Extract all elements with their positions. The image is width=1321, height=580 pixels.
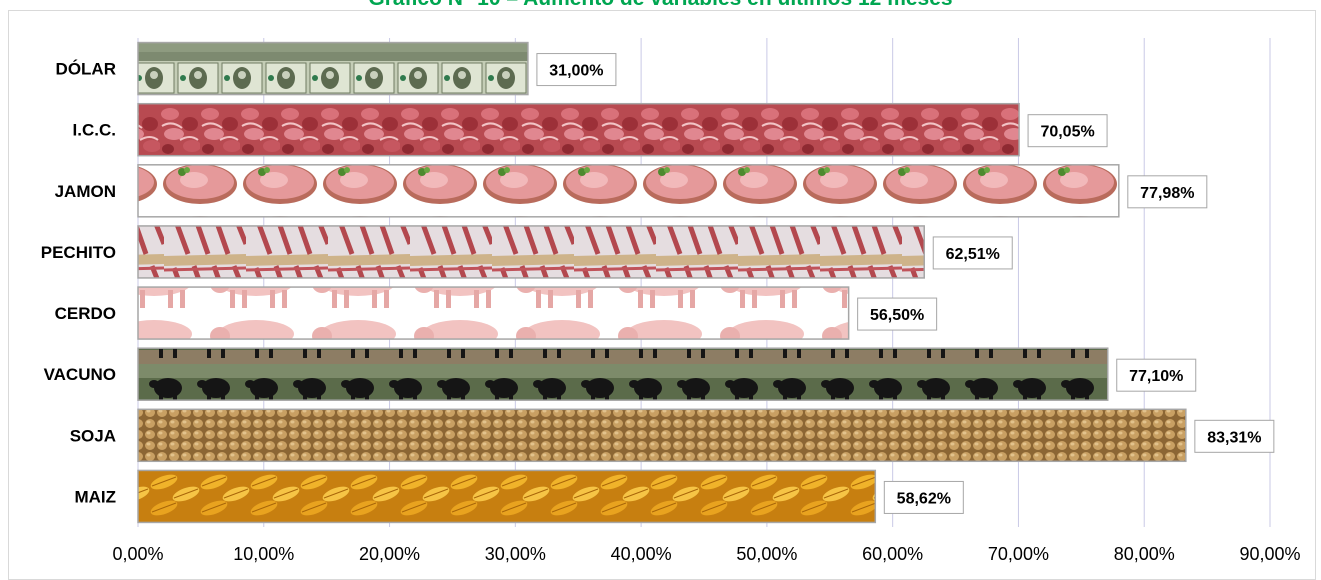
data-label: 62,51% [946, 246, 1000, 263]
bar [137, 286, 850, 340]
data-label: 83,31% [1207, 429, 1261, 446]
data-label: 77,98% [1140, 185, 1194, 202]
data-label-box [1194, 419, 1275, 453]
x-tick-label: 10,00% [233, 544, 294, 564]
category-label: SOJA [70, 426, 116, 445]
category-label: JAMON [55, 182, 116, 201]
bar [137, 408, 1187, 463]
data-label: 77,10% [1129, 368, 1183, 385]
data-label: 56,50% [870, 307, 924, 324]
bar [137, 41, 529, 96]
data-label: 31,00% [549, 63, 603, 80]
x-tick-label: 20,00% [359, 544, 420, 564]
chart-title: Gráfico N° 10 – Aumento de variables en … [0, 0, 1321, 11]
bar [137, 164, 1120, 218]
labels: 0,00% 10,00% 20,00% 30,00% 40,00% 50,00% 60,00… [41, 53, 1301, 564]
x-tick-label: 80,00% [1114, 544, 1175, 564]
x-tick-label: 50,00% [736, 544, 797, 564]
category-label: VACUNO [44, 365, 116, 384]
category-label: DÓLAR [56, 60, 116, 79]
category-label: PECHITO [41, 243, 116, 262]
data-label-box [1116, 358, 1197, 392]
data-label-box [536, 53, 617, 87]
data-label-box [932, 236, 1013, 270]
data-label: 70,05% [1040, 124, 1094, 141]
bar [137, 469, 877, 524]
data-label-box [1127, 175, 1208, 209]
x-tick-label: 70,00% [988, 544, 1049, 564]
bar [137, 102, 1020, 157]
data-label-box [857, 297, 938, 331]
category-label: I.C.C. [73, 121, 116, 140]
data-label: 58,62% [897, 490, 951, 507]
category-label: MAIZ [74, 487, 116, 506]
data-label-box [883, 480, 964, 514]
bars [137, 41, 1187, 524]
x-tick-label: 40,00% [611, 544, 672, 564]
x-tick-label: 30,00% [485, 544, 546, 564]
bar [137, 347, 1109, 401]
category-label: CERDO [55, 304, 116, 323]
bar [137, 225, 925, 279]
x-tick-label: 0,00% [112, 544, 163, 564]
x-tick-label: 60,00% [862, 544, 923, 564]
x-tick-label: 90,00% [1239, 544, 1300, 564]
data-label-box [1027, 114, 1108, 148]
